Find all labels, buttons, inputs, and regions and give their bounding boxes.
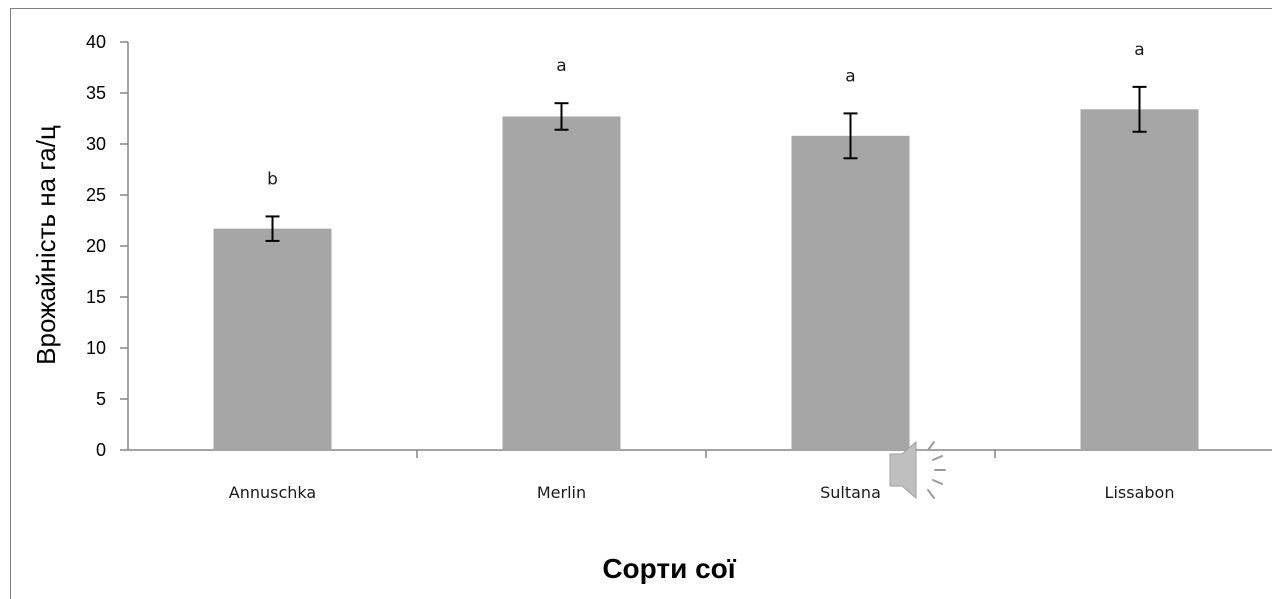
significance-label: b: [267, 169, 278, 189]
category-label: Lissabon: [1105, 483, 1175, 502]
bar-annuschka: [213, 228, 332, 450]
significance-label: a: [845, 66, 855, 86]
y-axis-label: Врожайність на га/ц: [31, 125, 61, 365]
y-ticks: 0 5 10 15 20 25 30 35 40: [86, 32, 128, 460]
error-bars: [265, 85, 1147, 242]
category-label: Merlin: [537, 483, 586, 502]
bar-lissabon: [1080, 109, 1199, 450]
bar-merlin: [502, 116, 621, 451]
y-tick-label: 25: [86, 185, 106, 205]
y-tick-label: 10: [86, 338, 106, 358]
category-label: Annuschka: [229, 483, 316, 502]
significance-label: a: [1134, 40, 1144, 60]
chart-frame: [10, 8, 1272, 599]
significance-label: a: [556, 56, 566, 76]
y-tick-label: 20: [86, 236, 106, 256]
bars: [213, 109, 1199, 451]
category-labels: Annuschka Merlin Sultana Lissabon: [229, 483, 1175, 502]
speaker-icon[interactable]: [889, 440, 946, 500]
y-tick-label: 5: [96, 389, 106, 409]
x-ticks: [416, 450, 996, 458]
y-tick-label: 35: [86, 83, 106, 103]
y-tick-label: 0: [96, 440, 106, 460]
category-label: Sultana: [820, 483, 881, 502]
bar-sultana: [791, 135, 910, 450]
significance-labels: b a a a: [267, 40, 1145, 190]
y-tick-label: 15: [86, 287, 106, 307]
x-axis-label: Сорти сої: [602, 553, 736, 584]
y-tick-label: 40: [86, 32, 106, 52]
y-tick-label: 30: [86, 134, 106, 154]
